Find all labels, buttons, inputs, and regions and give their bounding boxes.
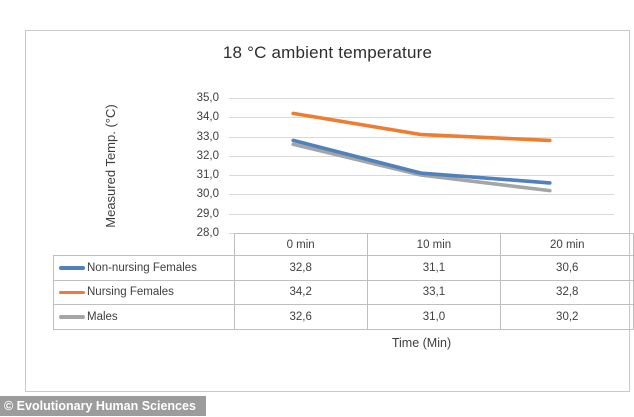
series-line-nursing-females — [291, 111, 552, 143]
gridline — [229, 117, 614, 119]
y-tick-label: 33,0 — [196, 130, 219, 143]
value-cell: 33,1 — [366, 279, 502, 306]
series-line-non-nursing-females — [291, 138, 552, 185]
value-cell: 32,8 — [233, 255, 368, 281]
table-row: Nursing Females 34,2 33,1 32,8 — [53, 279, 634, 306]
y-tick-label: 31,0 — [196, 169, 219, 182]
value-cell: 31,1 — [366, 255, 502, 281]
chart-container: 18 °C ambient temperature Measured Temp.… — [25, 30, 634, 392]
data-table-header: 0 min 10 min 20 min — [54, 233, 634, 256]
value-cell: 32,8 — [500, 279, 634, 306]
chart-title: 18 °C ambient temperature — [222, 43, 433, 62]
value-cell: 30,2 — [500, 304, 634, 330]
table-row: Males 32,6 31,0 30,2 — [53, 304, 634, 330]
table-row: Non-nursing Females 32,8 31,1 30,6 — [53, 255, 634, 281]
legend-label: Nursing Females — [87, 286, 174, 299]
x-axis-label: Time (Min) — [391, 336, 452, 350]
table-header-cell: 10 min — [366, 233, 502, 256]
gridline — [229, 98, 614, 99]
legend-cell: Males — [53, 304, 235, 330]
table-header-cell: 0 min — [233, 233, 368, 256]
table-corner-cell — [54, 234, 235, 256]
value-cell: 34,2 — [233, 279, 368, 306]
table-header-cell: 20 min — [500, 233, 634, 256]
y-tick-label: 34,0 — [196, 111, 219, 124]
legend-key-icon — [59, 315, 85, 319]
plot-area — [291, 111, 552, 193]
value-cell: 32,6 — [233, 304, 368, 330]
data-table: 0 min 10 min 20 min Non-nursing Females 32,… — [53, 233, 634, 330]
value-cell: 31,0 — [366, 304, 502, 330]
legend-cell: Non-nursing Females — [53, 255, 235, 281]
gridline — [229, 136, 614, 138]
gridline — [229, 213, 614, 215]
gridline — [229, 194, 614, 196]
legend-cell: Nursing Females — [53, 279, 235, 306]
y-tick-label: 29,0 — [196, 207, 219, 220]
y-tick-label: 32,0 — [196, 149, 219, 162]
y-tick-label: 30,0 — [196, 188, 219, 201]
legend-label: Non-nursing Females — [87, 261, 197, 274]
legend-key-icon — [59, 265, 85, 270]
gridline — [229, 155, 614, 157]
y-tick-label: 35,0 — [196, 92, 219, 104]
series-line-males — [291, 142, 552, 193]
legend-label: Males — [87, 310, 118, 323]
value-cell: 30,6 — [500, 255, 634, 281]
copyright-badge: © Evolutionary Human Sciences — [0, 396, 206, 416]
legend-key-icon — [59, 290, 85, 295]
y-tick-label: 28,0 — [196, 227, 219, 239]
